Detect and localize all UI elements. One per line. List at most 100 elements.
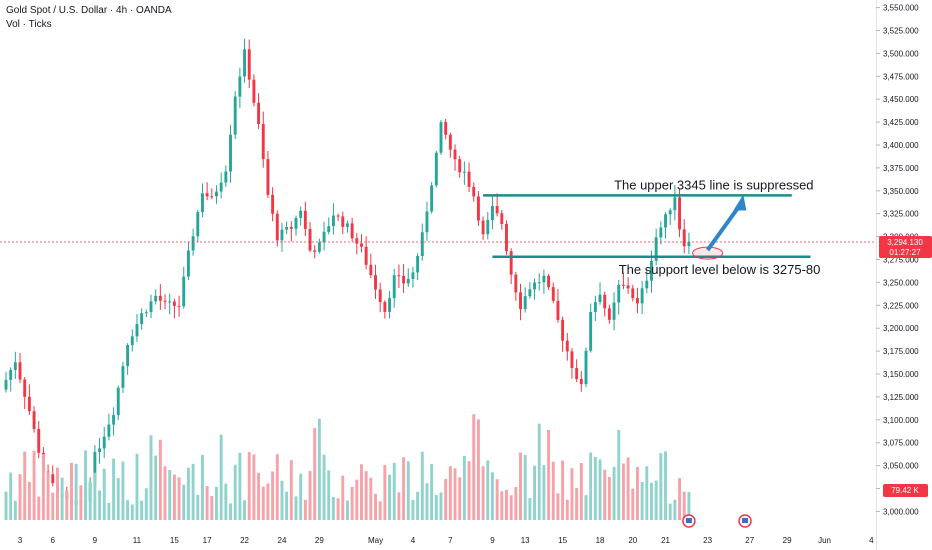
candle-body [27, 396, 31, 412]
volume-bar [294, 496, 298, 520]
volume-bar [60, 477, 64, 520]
forecast-arrow-head[interactable] [733, 194, 747, 211]
candle-body [650, 260, 653, 281]
candle-body [313, 250, 317, 252]
candle-body [158, 295, 162, 301]
x-tick-label: 3 [18, 536, 23, 545]
candle-body [570, 351, 574, 368]
volume-bar [467, 461, 471, 520]
y-tick-label: 3,075.000 [883, 439, 919, 448]
volume-bar [247, 451, 251, 520]
volume-bar [224, 483, 228, 520]
candle-body [687, 241, 691, 247]
candle-body [425, 211, 429, 233]
candle-body [18, 362, 22, 380]
candle-body [121, 366, 125, 388]
volume-bar [612, 466, 616, 520]
candle-body [9, 369, 13, 380]
x-tick-label: 15 [170, 536, 179, 545]
candle-body [154, 295, 158, 302]
volume-bar [491, 472, 494, 520]
candle-body [299, 210, 303, 218]
volume-bar [462, 455, 466, 520]
x-tick-label: 9 [93, 536, 98, 545]
candle-body [280, 229, 284, 241]
volume-bar [392, 462, 396, 520]
volume-bar [453, 468, 457, 520]
candle-body [107, 424, 111, 437]
candle-body [659, 227, 663, 238]
volume-bar [154, 455, 158, 520]
volume-bar [448, 466, 452, 520]
volume-bar [640, 481, 644, 520]
volume-bar [589, 452, 593, 520]
volume-bar [275, 454, 279, 520]
volume-bar [191, 463, 195, 520]
volume-bar [369, 477, 373, 520]
y-tick-label: 3,325.000 [883, 210, 919, 219]
volume-bar [327, 470, 331, 520]
x-tick-label: 11 [133, 536, 142, 545]
candle-body [93, 451, 97, 483]
volume-bar [303, 499, 307, 520]
volume-bar [495, 479, 499, 520]
chart-title: Gold Spot / U.S. Dollar · 4h · OANDA [6, 5, 172, 16]
volume-bar [411, 499, 415, 520]
volume-bar [626, 457, 630, 520]
volume-bar [434, 494, 438, 520]
x-tick-label: 21 [661, 536, 670, 545]
volume-bar [32, 450, 36, 520]
volume-bar [673, 499, 677, 520]
upper-level-annotation[interactable]: The upper 3345 line is suppressed [614, 177, 813, 192]
support-level-annotation[interactable]: The support level below is 3275-80 [619, 262, 821, 277]
candle-body [369, 264, 373, 276]
volume-bar [519, 452, 522, 520]
x-tick-label: Jun [818, 536, 831, 545]
x-tick-label: 15 [558, 536, 567, 545]
volume-bar [420, 451, 424, 520]
volume-value: 79.42 K [891, 486, 919, 495]
volume-bar [229, 503, 232, 520]
volume-bar [378, 501, 382, 520]
volume-bar [252, 454, 256, 520]
candle-body [116, 387, 120, 416]
candle-body [229, 134, 232, 172]
candle-body [32, 411, 36, 429]
candle-body [383, 302, 387, 312]
candle-body [626, 285, 630, 289]
candle-body [411, 272, 415, 279]
candle-body [584, 350, 588, 385]
volume-bar [168, 470, 172, 520]
candle-body [149, 301, 153, 313]
price-axis[interactable] [876, 0, 932, 550]
volume-bar [360, 464, 363, 520]
y-tick-label: 3,100.000 [883, 416, 919, 425]
volume-bar [500, 491, 504, 520]
volume-bar [313, 428, 317, 520]
chart-subtitle: Vol · Ticks [6, 19, 52, 30]
candle-body [589, 311, 593, 351]
volume-bar [74, 463, 78, 520]
candle-body [481, 220, 485, 235]
candle-body [453, 149, 457, 160]
volume-bar [350, 486, 354, 520]
candle-body [37, 428, 41, 453]
volume-bar [505, 489, 508, 520]
candle-body [476, 196, 480, 221]
chart-legend: Gold Spot / U.S. Dollar · 4h · OANDA Vol… [6, 4, 172, 32]
volume-bar [289, 460, 293, 520]
volume-tag [883, 484, 928, 497]
volume-bar [584, 495, 588, 520]
candle-body [556, 300, 560, 320]
volume-bar [621, 463, 625, 520]
candle-body [98, 448, 101, 452]
candle-body [523, 296, 527, 310]
candle-body [140, 313, 144, 325]
candle-body [182, 276, 186, 307]
volume-bar [570, 468, 574, 520]
forecast-arrow-shaft[interactable] [705, 203, 742, 252]
volume-bar [56, 467, 59, 520]
candle-body [331, 215, 335, 227]
